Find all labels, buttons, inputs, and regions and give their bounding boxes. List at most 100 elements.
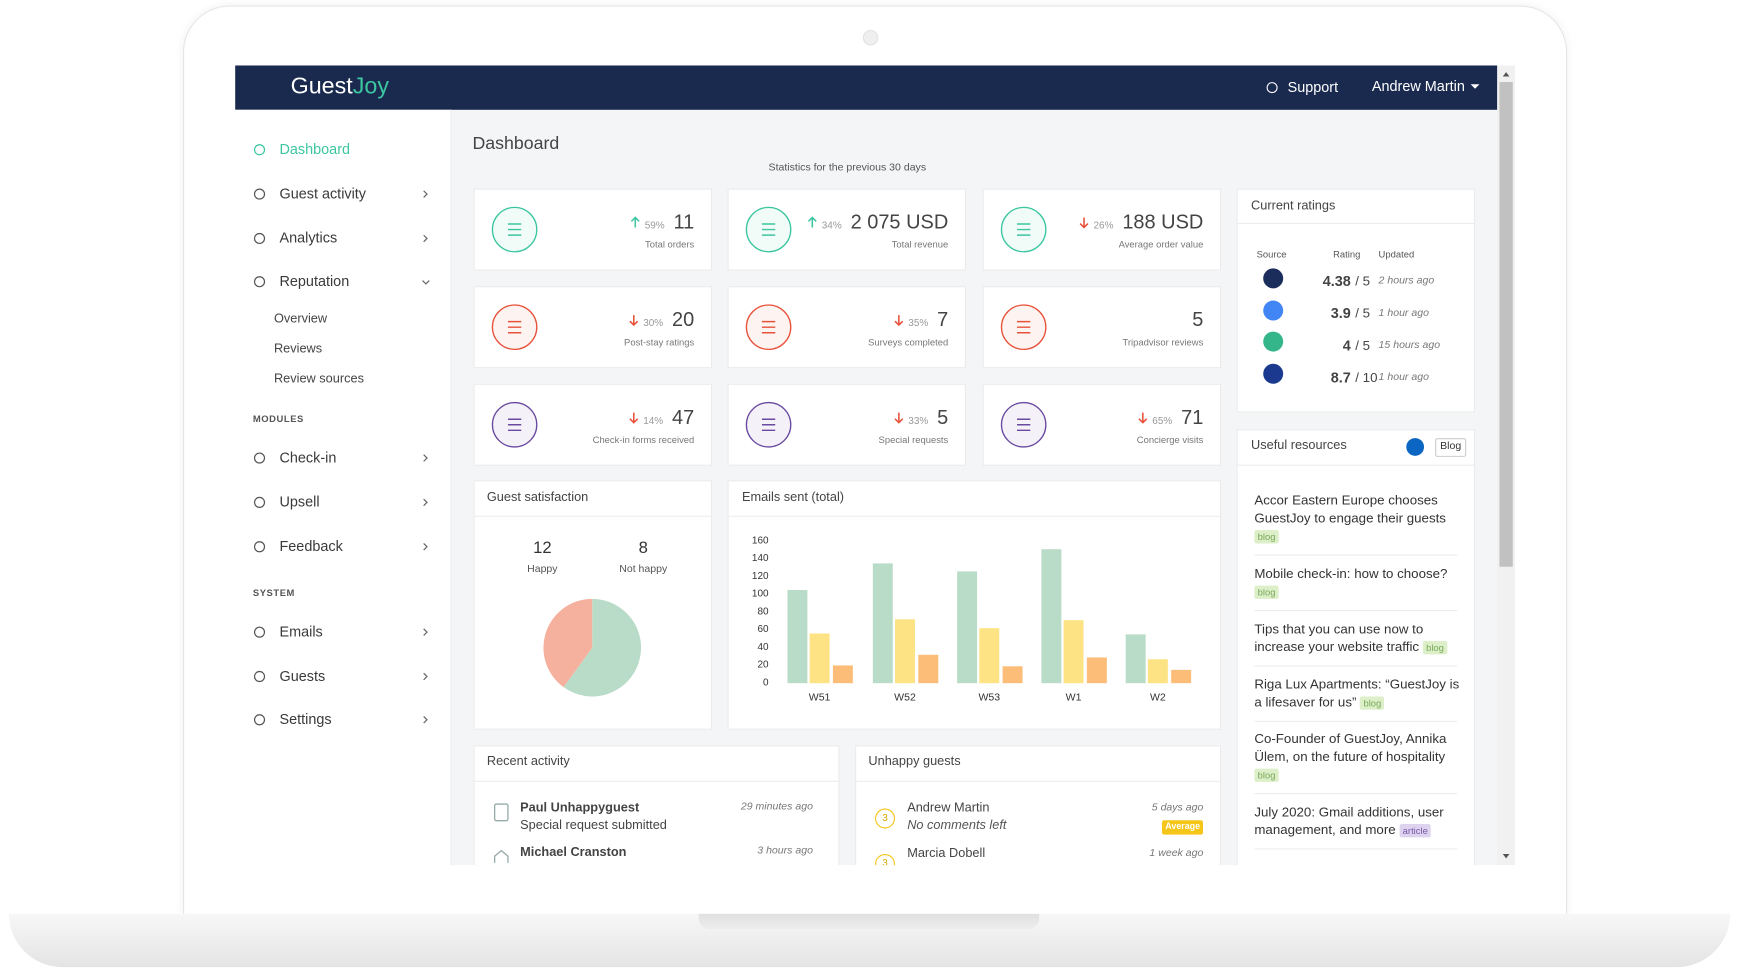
stat-label: Average order value [1118,238,1204,250]
card-divider [855,780,1222,782]
x-tick-label: W1 [1065,691,1082,705]
x-tick-label: W51 [808,691,831,705]
score-value: 3 [882,857,888,866]
resource-item[interactable]: July 2020: Gmail additions, user managem… [1254,803,1460,840]
nav-item[interactable]: Guests [279,667,326,685]
card-divider [1236,222,1476,225]
resource-divider [1254,848,1458,850]
stat-label: Total revenue [891,238,949,250]
card-title: Guest satisfaction [486,490,589,505]
nav-item[interactable]: Analytics [279,229,338,247]
column-header: Updated [1378,248,1415,260]
arrow-icon [1079,217,1089,229]
rating-value: 8.7 [1330,369,1351,386]
resource-item[interactable]: Co-Founder of GuestJoy, Annika Ülem, on … [1254,730,1460,784]
nav-subitem[interactable]: Reviews [273,342,323,356]
logo-joy: Joy [352,73,389,100]
y-tick-label: 120 [751,570,769,582]
nav-item[interactable]: Settings [279,710,332,728]
stat-change: 34% [821,219,842,231]
stat-change: 14% [643,414,664,426]
satisfaction-card [473,480,713,730]
nav-item[interactable]: Check-in [279,449,337,466]
card-title: Useful resources [1251,438,1347,453]
arrow-icon [1138,412,1148,424]
card-title: Recent activity [486,754,570,769]
resource-tag: blog [1422,641,1448,655]
guest-comment: No comments left [907,819,1007,833]
stat-figure: 65% 71 [1138,406,1203,429]
stat-label: Post-stay ratings [624,336,695,348]
resource-tag: blog [1360,696,1385,710]
score-circle [875,808,896,829]
arrow-icon [807,216,817,228]
sidebar [235,109,452,866]
rating-value: 3.9 [1330,304,1351,322]
resource-item[interactable]: Mobile check-in: how to choose? blog [1254,565,1460,602]
stat-value: 5 [937,406,949,429]
activity-name: Michael Cranston [520,845,627,860]
stat-value: 20 [672,308,695,331]
guest-name: Marcia Dobell [907,846,986,861]
nav-item[interactable]: Emails [279,623,323,640]
rating-scale: / 5 [1355,273,1371,289]
card-title: Current ratings [1251,199,1336,213]
nav-subitem[interactable]: Review sources [273,372,364,386]
card-title: Emails sent (total) [741,490,845,505]
resource-title: July 2020: Gmail additions, user managem… [1254,804,1444,838]
nav-item[interactable]: Upsell [279,493,320,511]
stat-label: Surveys completed [868,336,949,348]
resource-title: Accor Eastern Europe chooses GuestJoy to… [1254,492,1446,526]
y-tick-label: 20 [757,658,769,670]
trend-arrow [807,216,817,232]
page-subtitle: Statistics for the previous 30 days [768,161,927,174]
pie-label: Not happy [619,563,668,576]
nav-subitem[interactable]: Overview [273,312,328,326]
user-menu[interactable]: Andrew Martin [1371,77,1465,95]
stat-value: 7 [937,308,949,331]
rating-scale: / 5 [1355,305,1371,321]
resource-tag: blog [1254,585,1279,599]
nav-item[interactable]: Guest activity [279,185,367,202]
resource-title: Riga Lux Apartments: “GuestJoy is a life… [1254,676,1460,710]
stat-figure: 33% 5 [894,406,949,429]
pie-label: Happy [527,563,558,576]
resource-title: Mobile check-in: how to choose? [1254,565,1448,582]
blog-button-label[interactable]: Blog [1440,440,1462,453]
resource-item[interactable]: Tips that you can use now to increase yo… [1254,620,1460,657]
stat-value: 2 075 USD [850,210,949,234]
arrow-icon [629,315,639,327]
top-bar [235,65,1498,110]
x-tick-label: W52 [894,691,916,705]
nav-item[interactable]: Reputation [279,272,350,290]
card-title: Unhappy guests [868,754,961,769]
resource-divider [1254,554,1458,556]
nav-item[interactable]: Feedback [279,537,343,555]
page-title: Dashboard [472,134,560,154]
rating-updated: 15 hours ago [1378,339,1441,352]
resource-item[interactable]: Riga Lux Apartments: “GuestJoy is a life… [1254,675,1460,712]
resource-item[interactable]: Accor Eastern Europe chooses GuestJoy to… [1254,491,1460,545]
scrollbar-thumb [1499,82,1513,567]
guest-time: 5 days ago [1151,801,1204,814]
y-tick-label: 140 [751,552,769,564]
resource-title: Tips that you can use now to increase yo… [1254,621,1424,655]
stat-figure: 14% 47 [629,406,694,429]
rating-updated: 1 hour ago [1378,371,1429,384]
nav-item[interactable]: Dashboard [279,140,351,158]
recent-card [473,745,840,866]
stat-change: 35% [908,317,929,329]
rating-scale: / 5 [1355,337,1371,354]
stat-figure: 35% 7 [894,308,949,332]
stat-label: Concierge visits [1136,434,1204,446]
y-tick-label: 60 [757,623,769,635]
trend-arrow [629,412,639,428]
trend-arrow [1079,216,1089,232]
support-link[interactable]: Support [1287,78,1339,96]
stat-card [982,286,1222,369]
rating-value: 4.38 [1322,272,1351,290]
blog-button[interactable] [1435,438,1467,457]
stat-figure: 30% 20 [629,308,695,332]
stat-label: Special requests [878,434,949,446]
